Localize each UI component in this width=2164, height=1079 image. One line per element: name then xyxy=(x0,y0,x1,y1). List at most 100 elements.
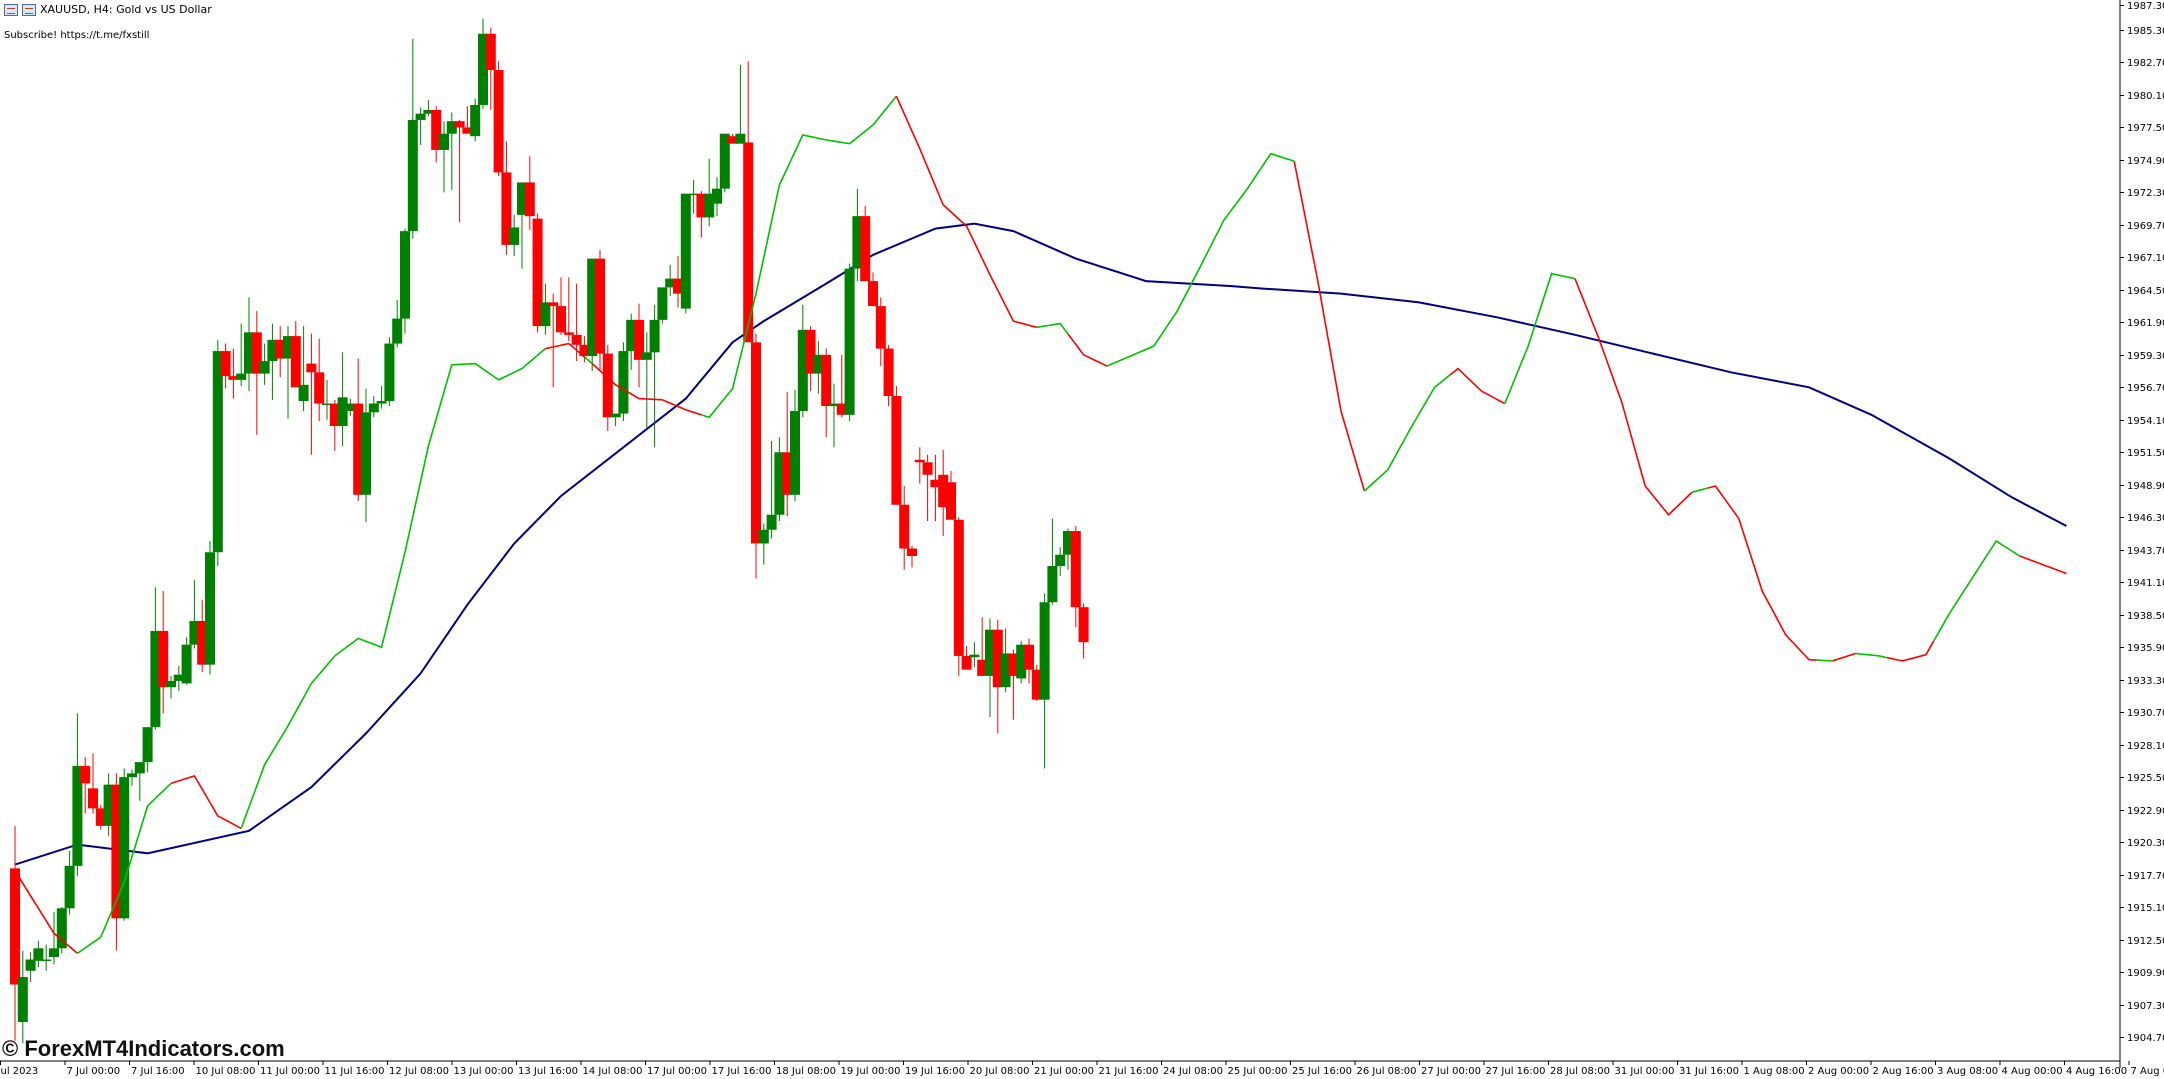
fast-ma-segment xyxy=(1075,343,1108,367)
bear-candle-body xyxy=(860,216,871,282)
candle xyxy=(150,587,161,730)
candle xyxy=(392,299,403,348)
bear-candle-body xyxy=(961,655,972,670)
candle xyxy=(306,333,317,455)
candle xyxy=(64,850,75,915)
candle xyxy=(181,637,192,685)
bear-candle-body xyxy=(220,351,231,377)
price-tick-label: 1967.10 xyxy=(2127,253,2164,264)
candle xyxy=(1055,547,1066,576)
bull-candle-body xyxy=(236,373,247,380)
candle xyxy=(860,206,871,282)
bear-candle-body xyxy=(462,127,473,134)
bull-candle-body xyxy=(56,908,67,949)
bull-candle-body xyxy=(345,403,356,412)
bear-candle-body xyxy=(290,336,301,388)
bull-candle-body xyxy=(665,278,676,288)
candle xyxy=(49,912,59,965)
bear-candle-body xyxy=(485,33,496,70)
bull-candle-body xyxy=(829,403,839,407)
bull-candle-body xyxy=(985,629,995,676)
time-tick-label: 31 Jul 16:00 xyxy=(1679,1066,1739,1077)
price-tick-label: 1951.50 xyxy=(2127,448,2164,459)
price-tick-label: 1961.90 xyxy=(2127,318,2164,329)
candle xyxy=(423,99,434,117)
price-tick-label: 1948.90 xyxy=(2127,481,2164,492)
time-tick-label: 20 Jul 08:00 xyxy=(970,1066,1030,1077)
bull-candle-body xyxy=(72,765,83,866)
time-tick-label: 11 Jul 00:00 xyxy=(260,1066,320,1077)
candle xyxy=(548,293,559,388)
bull-candle-body xyxy=(400,231,410,319)
candle xyxy=(914,447,925,484)
candle xyxy=(134,762,145,801)
candle xyxy=(930,454,941,521)
candle xyxy=(688,179,699,214)
candle xyxy=(212,339,223,566)
time-tick-label: 17 Jul 00:00 xyxy=(647,1066,707,1077)
bear-candle-body xyxy=(899,504,910,549)
bull-candle-body xyxy=(103,784,114,826)
price-tick-label: 1938.50 xyxy=(2127,611,2164,622)
bear-candle-body xyxy=(111,784,122,919)
watermark: © ForexMT4Indicators.com xyxy=(2,1036,285,1061)
bull-candle-body xyxy=(244,332,254,374)
bull-candle-body xyxy=(1016,644,1027,679)
time-axis: 6 Jul 2023 7 Jul 00:00 7 Jul 16:00 10 Jul 0… xyxy=(0,1060,2164,1077)
bull-candle-body xyxy=(688,193,699,196)
bull-candle-body xyxy=(368,403,379,413)
candle xyxy=(571,283,582,362)
time-tick-label: 19 Jul 00:00 xyxy=(841,1066,901,1077)
price-tick-label: 1933.30 xyxy=(2127,676,2164,687)
candle xyxy=(127,769,137,786)
candle xyxy=(314,338,325,422)
time-tick-label: 3 Aug 08:00 xyxy=(1937,1066,1998,1077)
candle xyxy=(290,321,301,388)
fast-ma-segment xyxy=(1449,367,1482,392)
fast-ma-segment xyxy=(1036,322,1069,335)
candle xyxy=(454,119,465,223)
candle xyxy=(407,38,418,239)
bear-candle-body xyxy=(548,302,559,307)
candle xyxy=(166,675,176,699)
candle xyxy=(992,619,1003,734)
time-tick-label: 11 Jul 16:00 xyxy=(325,1066,385,1077)
price-tick-label: 1987.30 xyxy=(2127,1,2164,12)
time-tick-label: 7 Jul 00:00 xyxy=(67,1066,121,1077)
price-tick-label: 1912.50 xyxy=(2127,936,2164,947)
fast-ma-segment xyxy=(895,95,1037,329)
bear-candle-body xyxy=(634,319,644,360)
bull-candle-body xyxy=(680,193,691,309)
bear-candle-body xyxy=(95,808,106,826)
time-tick-label: 26 Jul 08:00 xyxy=(1357,1066,1417,1077)
candle xyxy=(797,304,808,418)
time-tick-label: 18 Jul 08:00 xyxy=(776,1066,836,1077)
bull-candle-body xyxy=(361,412,371,495)
price-tick-label: 1959.30 xyxy=(2127,351,2164,362)
bull-candle-body xyxy=(376,401,387,404)
candle xyxy=(1047,518,1058,605)
price-tick-label: 1982.70 xyxy=(2127,58,2164,69)
fast-ma-segment xyxy=(1504,272,1576,404)
bear-candle-body xyxy=(251,332,262,374)
candle xyxy=(602,344,613,432)
candle xyxy=(774,437,785,521)
bear-candle-body xyxy=(930,479,941,488)
bear-candle-body xyxy=(563,332,574,335)
price-tick-label: 1915.10 xyxy=(2127,903,2164,914)
time-tick-label: 13 Jul 16:00 xyxy=(518,1066,578,1077)
candle xyxy=(298,326,309,412)
bear-candle-body xyxy=(821,354,832,407)
bear-candle-body xyxy=(743,142,754,343)
candle xyxy=(345,398,356,417)
price-tick-label: 1930.70 xyxy=(2127,708,2164,719)
price-tick-label: 1928.10 xyxy=(2127,741,2164,752)
candle xyxy=(111,773,122,951)
bull-candle-body xyxy=(704,193,715,218)
candle xyxy=(72,713,83,876)
bear-candle-body xyxy=(158,630,169,688)
candle xyxy=(751,333,761,579)
candle xyxy=(368,396,379,418)
fast-ma-segment xyxy=(1176,152,1295,312)
